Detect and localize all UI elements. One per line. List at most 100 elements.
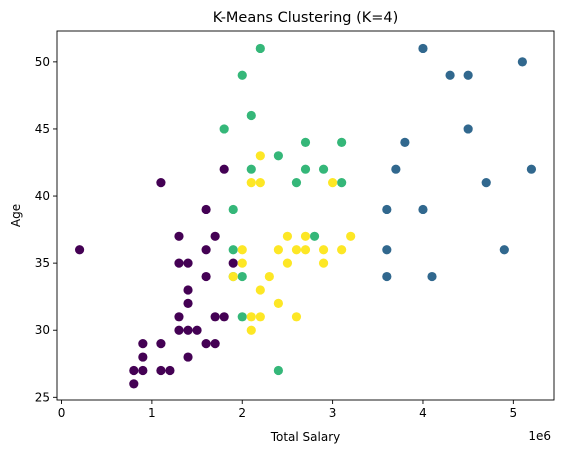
data-point-cluster-3 [328,178,338,188]
data-point-cluster-3 [255,312,265,322]
data-point-cluster-0 [210,339,220,349]
data-point-cluster-0 [138,365,148,376]
data-point-cluster-1 [481,178,491,188]
data-point-cluster-1 [391,164,401,174]
data-point-cluster-2 [337,137,347,147]
y-axis-label: Age [9,204,23,227]
data-point-cluster-3 [246,178,256,188]
data-point-cluster-3 [273,298,283,308]
data-point-cluster-3 [318,245,329,255]
chart-title: K-Means Clustering (K=4) [213,10,399,26]
data-point-cluster-0 [210,312,220,322]
plot-frame [56,30,555,401]
data-point-cluster-0 [138,339,148,349]
data-point-cluster-1 [445,70,455,80]
data-point-cluster-2 [273,365,283,376]
data-point-cluster-3 [273,245,283,255]
data-point-cluster-2 [318,164,329,174]
data-point-cluster-0 [219,164,229,174]
y-tick-label: 35 [35,256,50,270]
data-point-cluster-2 [228,245,238,255]
data-point-cluster-0 [228,258,238,268]
y-tick-label: 45 [35,122,50,136]
data-point-cluster-0 [165,365,175,376]
x-tick-label: 2 [238,406,246,420]
data-point-cluster-2 [300,137,311,147]
data-point-cluster-2 [309,231,320,241]
data-point-cluster-0 [201,204,211,215]
data-point-cluster-0 [201,245,211,255]
data-point-cluster-0 [129,379,139,389]
data-point-cluster-1 [418,43,428,54]
data-point-cluster-0 [174,258,184,268]
x-axis-label: Total Salary [270,430,341,444]
data-point-cluster-0 [156,365,166,376]
data-point-cluster-0 [210,231,220,241]
data-point-cluster-0 [183,258,193,268]
data-point-cluster-0 [174,312,184,322]
data-point-cluster-0 [183,352,193,362]
data-point-cluster-3 [255,151,265,161]
data-point-cluster-1 [463,124,473,134]
data-point-cluster-1 [427,271,437,282]
data-point-cluster-2 [237,312,247,322]
data-point-cluster-0 [156,339,166,349]
data-point-cluster-2 [237,271,247,282]
data-point-cluster-1 [400,137,410,147]
y-tick-label: 40 [35,189,50,203]
data-point-cluster-3 [282,258,293,268]
data-point-cluster-0 [183,285,193,295]
data-point-cluster-3 [291,245,302,255]
data-point-cluster-0 [219,312,229,322]
data-point-cluster-3 [264,271,274,282]
x-tick-label: 3 [329,406,337,420]
data-point-cluster-3 [318,258,329,268]
data-point-cluster-2 [255,43,265,54]
data-point-cluster-0 [183,298,193,308]
data-point-cluster-1 [382,271,392,282]
data-point-cluster-2 [246,164,256,174]
data-point-cluster-1 [463,70,473,80]
data-point-cluster-3 [228,271,238,282]
data-point-cluster-3 [255,285,265,295]
data-point-cluster-0 [174,325,184,335]
y-tick-label: 30 [35,323,50,337]
data-point-cluster-0 [201,339,211,349]
data-point-cluster-3 [300,231,311,241]
data-point-cluster-3 [237,245,247,255]
data-point-cluster-2 [300,164,311,174]
data-point-cluster-3 [237,258,247,268]
data-point-cluster-0 [174,231,184,241]
data-point-cluster-1 [382,204,392,215]
data-point-cluster-1 [499,245,509,255]
data-point-cluster-0 [74,245,85,255]
data-point-cluster-0 [138,352,148,362]
data-point-cluster-0 [192,325,202,335]
x-tick-label: 4 [419,406,427,420]
x-tick-label: 1 [148,406,156,420]
data-point-cluster-0 [156,178,166,188]
y-tick-label: 25 [35,390,50,404]
data-point-cluster-1 [382,245,392,255]
data-point-cluster-3 [291,312,302,322]
data-point-cluster-2 [291,178,302,188]
x-axis-scale-label: 1e6 [528,429,551,443]
data-point-cluster-3 [337,245,347,255]
data-point-cluster-3 [346,231,356,241]
data-point-cluster-3 [255,178,265,188]
data-point-cluster-1 [517,57,527,67]
data-point-cluster-1 [418,204,428,215]
x-tick-label: 5 [510,406,518,420]
data-point-cluster-3 [282,231,293,241]
data-point-cluster-1 [526,164,537,174]
data-point-cluster-3 [246,312,256,322]
data-point-cluster-3 [300,245,311,255]
data-point-cluster-2 [246,110,256,121]
data-point-cluster-0 [183,325,193,335]
data-point-cluster-2 [237,70,247,80]
data-point-cluster-2 [219,124,229,134]
data-point-cluster-0 [201,271,211,282]
data-point-cluster-3 [246,325,256,335]
